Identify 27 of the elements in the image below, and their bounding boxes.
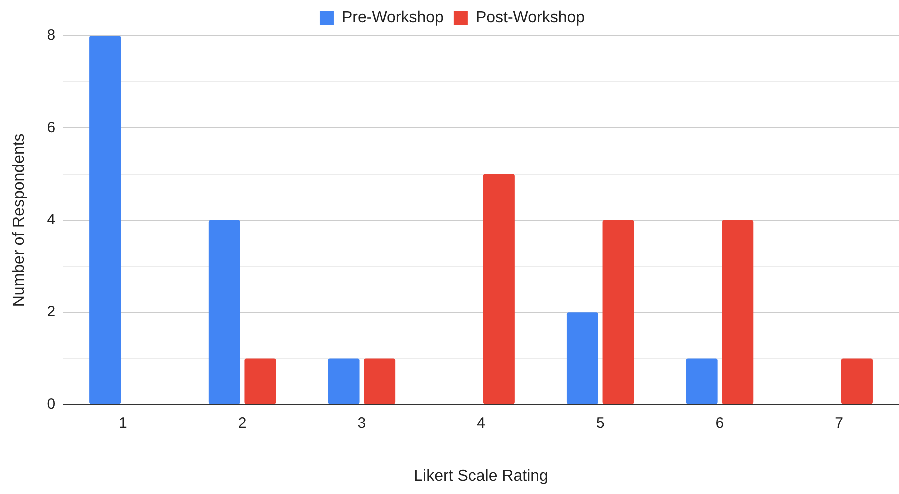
- x-tick-label: 3: [358, 414, 366, 432]
- x-tick-label: 2: [238, 414, 247, 432]
- bar: [208, 220, 240, 404]
- y-axis-title: Number of Respondents: [11, 134, 28, 308]
- bar: [244, 358, 276, 404]
- bar: [566, 312, 598, 404]
- bar: [841, 358, 873, 404]
- bar: [602, 220, 634, 404]
- bar: [90, 36, 122, 404]
- x-tick-label: 1: [119, 414, 128, 432]
- x-tick-label: 4: [477, 414, 486, 432]
- x-tick-label: 7: [835, 414, 844, 432]
- bar: [686, 358, 718, 404]
- legend-label: Pre-Workshop: [342, 9, 444, 26]
- y-tick-label: 4: [47, 212, 56, 229]
- bar: [364, 358, 396, 404]
- y-tick-label: 0: [47, 396, 56, 413]
- bar: [722, 220, 754, 404]
- bar: [328, 358, 360, 404]
- x-tick-label: 5: [596, 414, 605, 432]
- x-tick-label: 6: [716, 414, 724, 432]
- y-tick-label: 6: [47, 119, 56, 136]
- legend-label: Post-Workshop: [476, 9, 586, 26]
- y-tick-label: 2: [47, 304, 56, 321]
- y-tick-label: 8: [47, 27, 56, 44]
- bar: [483, 174, 515, 404]
- x-axis-title: Likert Scale Rating: [414, 468, 548, 485]
